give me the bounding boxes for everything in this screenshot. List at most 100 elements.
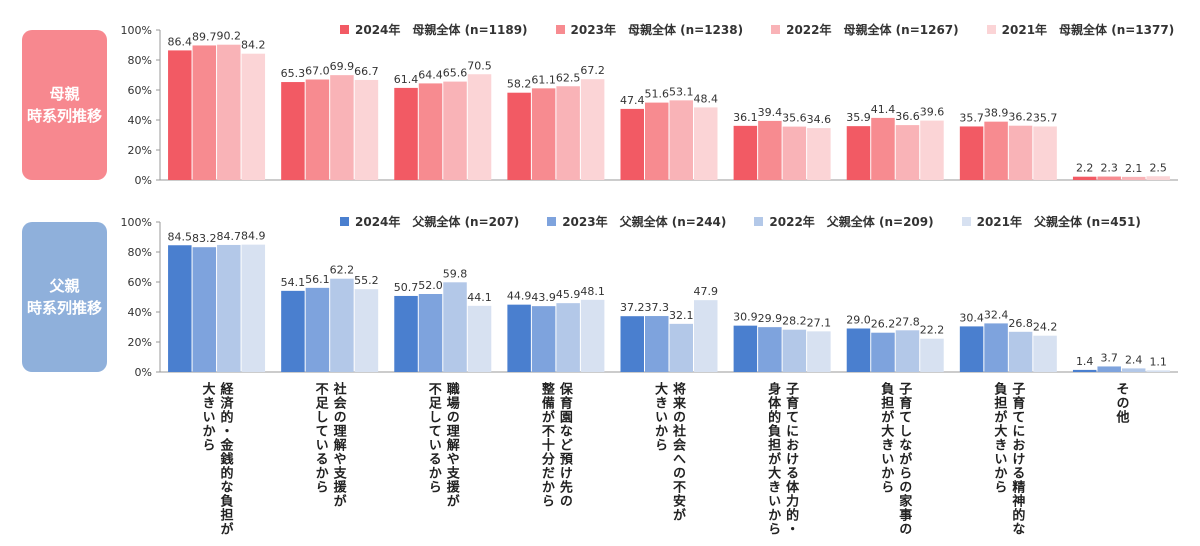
mother-label-line2: 時系列推移 bbox=[26, 107, 102, 125]
father-bar bbox=[694, 300, 718, 372]
mother-bar bbox=[192, 45, 217, 181]
father-data-label: 47.9 bbox=[694, 285, 719, 298]
mother-data-label: 84.2 bbox=[241, 39, 266, 52]
father-bar bbox=[556, 303, 580, 372]
category-label: 子育てにおける体力的・ 身体的負担が大きいから bbox=[722, 382, 842, 546]
mother-data-label: 34.6 bbox=[807, 113, 832, 126]
mother-data-label: 61.1 bbox=[531, 73, 556, 86]
mother-bar bbox=[507, 92, 531, 180]
mother-bar bbox=[1033, 126, 1057, 180]
category-label: 経済的・金銭的な負担が 大きいから bbox=[157, 382, 277, 546]
mother-bar bbox=[807, 128, 831, 180]
mother-bar bbox=[669, 100, 693, 180]
father-data-label: 28.2 bbox=[782, 315, 807, 328]
mother-data-label: 35.6 bbox=[782, 112, 807, 125]
mother-bar bbox=[1146, 176, 1170, 180]
father-data-label: 26.2 bbox=[871, 318, 896, 331]
category-label-line: 大きいから bbox=[199, 382, 215, 452]
mother-legend: 2024年 母親全体 (n=1189) 2023年 母親全体 (n=1238) 20… bbox=[340, 21, 1200, 38]
father-data-label: 62.2 bbox=[330, 264, 355, 277]
father-label-line1: 父親 bbox=[49, 277, 80, 295]
mother-legend-label: 2024年 母親全体 (n=1189) bbox=[355, 23, 528, 37]
mother-data-label: 67.0 bbox=[305, 65, 330, 78]
mother-legend-item: 2023年 母親全体 (n=1238) bbox=[555, 21, 744, 38]
father-data-label: 45.9 bbox=[556, 288, 581, 301]
father-legend-swatch bbox=[961, 217, 971, 226]
mother-data-label: 65.6 bbox=[443, 67, 468, 80]
father-legend-item: 2024年 父親全体 (n=207) bbox=[340, 213, 519, 230]
father-bar bbox=[758, 327, 782, 372]
mother-bar bbox=[733, 125, 758, 180]
category-label: 保育園など預け先の 整備が不十分だから bbox=[496, 382, 616, 546]
mother-legend-swatch bbox=[986, 25, 996, 34]
category-label-line: 子育てしながらの家事の bbox=[896, 382, 912, 536]
mother-legend-label: 2023年 母親全体 (n=1238) bbox=[570, 23, 744, 37]
father-y-tick-label: 40% bbox=[128, 306, 152, 319]
category-label-line: 大きいから bbox=[652, 382, 667, 452]
mother-data-label: 2.1 bbox=[1125, 162, 1143, 175]
father-data-label: 32.1 bbox=[669, 309, 694, 322]
mother-bar bbox=[895, 125, 920, 180]
mother-data-label: 2.2 bbox=[1076, 162, 1094, 175]
father-data-label: 84.9 bbox=[241, 230, 266, 243]
mother-data-label: 64.4 bbox=[418, 68, 443, 81]
category-label: 子育てしながらの家事の 負担が大きいから bbox=[835, 382, 955, 546]
father-data-label: 24.2 bbox=[1033, 321, 1058, 334]
mother-legend-swatch bbox=[771, 25, 781, 34]
father-bar bbox=[846, 328, 871, 372]
mother-bar bbox=[556, 86, 580, 180]
mother-data-label: 53.1 bbox=[669, 85, 694, 98]
mother-data-label: 35.9 bbox=[846, 111, 871, 124]
mother-bar bbox=[443, 81, 467, 180]
father-legend-swatch bbox=[340, 217, 349, 226]
mother-bar bbox=[241, 53, 266, 181]
father-data-label: 27.1 bbox=[807, 316, 832, 329]
category-label-line: 不足しているから bbox=[312, 382, 328, 494]
father-bar bbox=[467, 305, 492, 372]
father-bar bbox=[1097, 366, 1121, 372]
mother-bar bbox=[580, 79, 605, 180]
mother-data-label: 67.2 bbox=[580, 64, 605, 77]
mother-legend-item: 2022年 母親全体 (n=1267) bbox=[771, 21, 959, 38]
father-data-label: 48.1 bbox=[580, 285, 605, 298]
father-bar bbox=[1072, 369, 1097, 372]
mother-bar bbox=[1097, 176, 1121, 180]
category-label-line: 社会の理解や支援が bbox=[330, 382, 346, 508]
father-data-label: 26.8 bbox=[1008, 317, 1033, 330]
father-data-label: 44.1 bbox=[467, 291, 492, 304]
father-data-label: 27.8 bbox=[895, 315, 920, 328]
father-bar bbox=[443, 282, 467, 372]
mother-label-line1: 母親 bbox=[49, 85, 80, 103]
father-data-label: 83.2 bbox=[192, 232, 217, 245]
category-label-line: 負担が大きいから bbox=[878, 382, 894, 494]
mother-data-label: 70.5 bbox=[467, 59, 492, 72]
father-data-label: 37.3 bbox=[645, 301, 670, 314]
father-data-label: 29.9 bbox=[758, 312, 783, 325]
father-data-label: 32.4 bbox=[984, 308, 1009, 321]
father-bar bbox=[871, 332, 895, 372]
father-data-label: 44.9 bbox=[507, 290, 532, 303]
father-y-tick-label: 80% bbox=[128, 246, 152, 259]
mother-data-label: 62.5 bbox=[556, 71, 581, 84]
mother-bar bbox=[418, 83, 443, 180]
father-data-label: 59.8 bbox=[443, 267, 468, 280]
father-legend-item: 2022年 父親全体 (n=209) bbox=[754, 213, 934, 230]
mother-data-label: 35.7 bbox=[1033, 111, 1058, 124]
category-label-line: 経済的・金銭的な負担が bbox=[217, 382, 233, 536]
mother-bar bbox=[758, 120, 782, 180]
father-data-label: 54.1 bbox=[281, 276, 306, 289]
mother-panel-label: 母親 時系列推移 bbox=[22, 30, 107, 180]
mother-data-label: 47.4 bbox=[620, 94, 645, 107]
father-data-label: 52.0 bbox=[418, 279, 443, 292]
mother-bar bbox=[984, 121, 1008, 180]
mother-bar bbox=[620, 108, 644, 180]
mother-data-label: 90.2 bbox=[217, 30, 242, 43]
mother-bar bbox=[959, 126, 984, 180]
mother-data-label: 86.4 bbox=[168, 35, 193, 48]
mother-legend-swatch bbox=[340, 25, 349, 34]
father-legend-label: 2021年 父親全体 (n=451) bbox=[976, 215, 1141, 229]
father-bar bbox=[807, 331, 831, 372]
father-bar bbox=[354, 289, 379, 372]
mother-bar bbox=[281, 82, 305, 180]
mother-bar bbox=[330, 75, 354, 180]
